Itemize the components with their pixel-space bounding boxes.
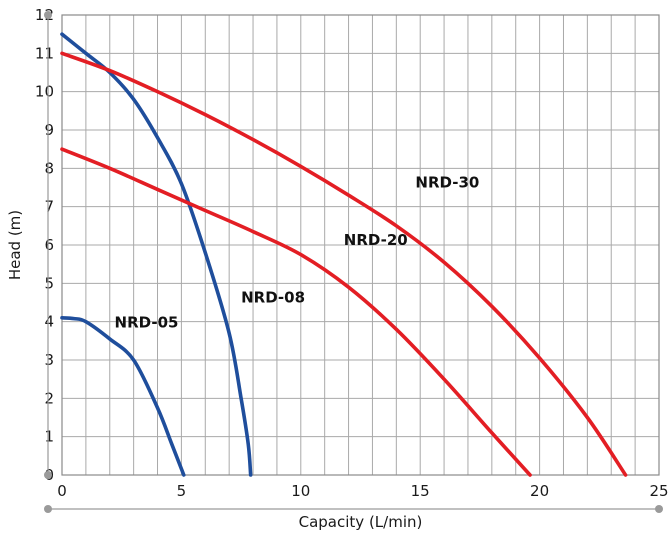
y-tick-label: 11	[35, 44, 54, 62]
y-tick-label: 8	[44, 159, 54, 177]
x-tick-label: 15	[411, 482, 430, 500]
series-label-nrd-08: NRD-08	[241, 289, 305, 307]
axis-decorations	[44, 11, 663, 513]
x-tick-label: 10	[291, 482, 310, 500]
x-axis-ticks: 0 5 10 15 20 25	[57, 482, 668, 500]
y-axis-indicator-dot	[44, 11, 52, 19]
y-axis-label: Head (m)	[6, 210, 24, 280]
series-line-nrd-20	[60, 147, 532, 477]
series-curves	[60, 32, 628, 477]
y-tick-label: 5	[44, 274, 54, 292]
series-label-nrd-05: NRD-05	[115, 313, 179, 331]
series-line-nrd-30	[60, 51, 628, 477]
plot-frame	[61, 14, 660, 476]
y-axis-ticks: 0123456789101112	[35, 6, 54, 484]
series-line-nrd-05	[60, 316, 186, 477]
y-tick-label: 6	[44, 236, 54, 254]
x-tick-label: 5	[177, 482, 187, 500]
series-labels: NRD-05 NRD-08 NRD-20 NRD-30	[115, 174, 480, 332]
x-tick-label: 20	[530, 482, 549, 500]
y-axis-indicator-dot	[44, 471, 52, 479]
x-axis-label: Capacity (L/min)	[299, 513, 423, 531]
grid	[62, 15, 659, 475]
x-axis-indicator-dot	[655, 505, 663, 513]
series-label-nrd-20: NRD-20	[344, 231, 408, 249]
y-tick-label: 4	[44, 313, 54, 331]
y-tick-label: 2	[44, 389, 54, 407]
y-tick-label: 7	[44, 198, 54, 216]
y-tick-label: 3	[44, 351, 54, 369]
x-axis-indicator-dot	[44, 505, 52, 513]
y-tick-label: 10	[35, 83, 54, 101]
y-tick-label: 1	[44, 428, 54, 446]
x-tick-label: 25	[649, 482, 668, 500]
x-tick-label: 0	[57, 482, 67, 500]
series-label-nrd-30: NRD-30	[415, 174, 479, 192]
y-tick-label: 9	[44, 121, 54, 139]
